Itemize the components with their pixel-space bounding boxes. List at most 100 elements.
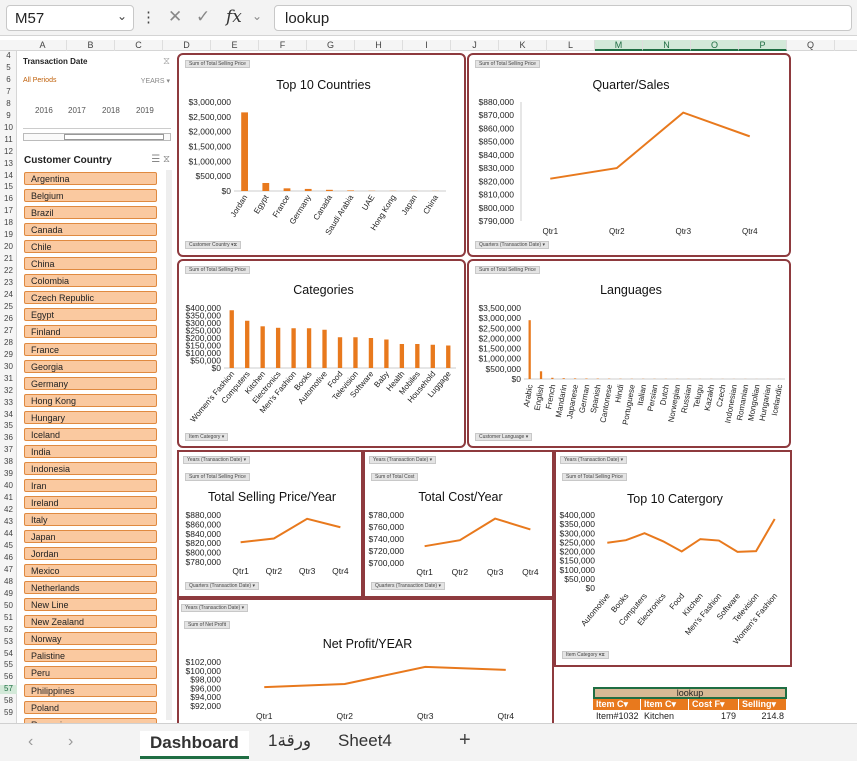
slicer-item[interactable]: Argentina — [24, 172, 157, 185]
lookup-column-header[interactable]: Cost F▾ — [689, 699, 739, 710]
row-header-6[interactable]: 6 — [6, 74, 11, 84]
row-header-52[interactable]: 52 — [4, 624, 13, 634]
row-header-8[interactable]: 8 — [6, 98, 11, 108]
value-field-button[interactable]: Sum of Total Cost — [371, 473, 419, 481]
column-header-n[interactable]: N — [643, 40, 691, 51]
axis-field-button[interactable]: Customer Country ▾⧖ — [185, 241, 241, 249]
insert-function-icon[interactable]: fx — [226, 7, 242, 27]
row-header-38[interactable]: 38 — [4, 457, 13, 467]
lookup-cell[interactable]: 179 — [720, 711, 736, 721]
row-header-43[interactable]: 43 — [4, 517, 13, 527]
row-header-30[interactable]: 30 — [4, 361, 13, 371]
row-header-33[interactable]: 33 — [4, 397, 13, 407]
timeline-year[interactable]: 2018 — [102, 106, 120, 115]
column-header-j[interactable]: J — [451, 40, 499, 51]
column-header-h[interactable]: H — [355, 40, 403, 51]
value-field-button[interactable]: Sum of Total Selling Price — [475, 60, 540, 68]
row-header-7[interactable]: 7 — [6, 86, 11, 96]
chart-languages[interactable]: Sum of Total Selling Price Languages $0 $… — [467, 259, 791, 448]
column-header-b[interactable]: B — [67, 40, 115, 51]
filter-field-button[interactable]: Years (Transaction Date) ▾ — [183, 456, 251, 464]
row-header-5[interactable]: 5 — [6, 62, 11, 72]
name-box[interactable]: M57 ⌄ — [6, 5, 134, 31]
row-header-58[interactable]: 58 — [4, 696, 13, 706]
column-header-q[interactable]: Q — [787, 40, 835, 51]
row-header-29[interactable]: 29 — [4, 349, 13, 359]
row-header-49[interactable]: 49 — [4, 588, 13, 598]
timeline-scrollbar[interactable] — [23, 133, 171, 141]
slicer-item[interactable]: Iran — [24, 478, 157, 492]
row-header-10[interactable]: 10 — [4, 122, 13, 132]
row-header-19[interactable]: 19 — [4, 230, 13, 240]
row-header-25[interactable]: 25 — [4, 301, 13, 311]
row-header-9[interactable]: 9 — [6, 110, 11, 120]
row-header-45[interactable]: 45 — [4, 540, 13, 550]
slicer-item[interactable]: China — [24, 257, 157, 271]
value-field-button[interactable]: Sum of Total Selling Price — [185, 60, 250, 68]
cancel-icon[interactable]: ✕ — [168, 7, 183, 26]
row-header-11[interactable]: 11 — [4, 134, 13, 144]
slicer-item[interactable]: Colombia — [24, 274, 157, 288]
chart-categories[interactable]: Sum of Total Selling Price Categories $0… — [177, 259, 466, 448]
row-header-4[interactable]: 4 — [6, 51, 11, 60]
slicer-item[interactable]: Netherlands — [24, 581, 157, 595]
slicer-item[interactable]: Iceland — [24, 427, 157, 441]
row-header-46[interactable]: 46 — [4, 552, 13, 562]
lookup-table[interactable]: lookup Item C▾ Item C▾ Cost F▾ Selling▾ … — [593, 687, 787, 723]
tab-sheet1[interactable]: ورقة1 — [268, 731, 312, 750]
column-header-e[interactable]: E — [211, 40, 259, 51]
column-header-a[interactable]: A — [19, 40, 67, 51]
row-header-20[interactable]: 20 — [4, 242, 13, 252]
slicer-item[interactable]: Egypt — [24, 308, 157, 322]
column-header-o[interactable]: O — [691, 40, 739, 51]
slicer-item[interactable]: New Zealand — [24, 615, 157, 629]
value-field-button[interactable]: Sum of Total Selling Price — [185, 266, 250, 274]
chart-top-countries[interactable]: Sum of Total Selling Price Top 10 Countr… — [177, 53, 466, 257]
row-header-28[interactable]: 28 — [4, 337, 13, 347]
row-header-31[interactable]: 31 — [4, 373, 13, 383]
row-header-53[interactable]: 53 — [4, 636, 13, 646]
chart-selling-price-year[interactable]: Years (Transaction Date) ▾ Sum of Total … — [177, 450, 363, 598]
axis-field-button[interactable]: Customer Language ▾ — [475, 433, 533, 441]
column-header-c[interactable]: C — [115, 40, 163, 51]
axis-field-button[interactable]: Item Category ▾ — [185, 433, 229, 441]
lookup-cell[interactable]: Kitchen — [644, 711, 675, 721]
clear-filter-icon[interactable]: ⧖ — [162, 56, 170, 67]
slicer-item[interactable]: Palistine — [24, 649, 157, 663]
row-header-54[interactable]: 54 — [4, 648, 13, 658]
row-header-16[interactable]: 16 — [4, 194, 13, 204]
row-header-13[interactable]: 13 — [4, 158, 13, 168]
row-header-12[interactable]: 12 — [4, 146, 13, 156]
row-header-26[interactable]: 26 — [4, 313, 13, 323]
more-options-icon[interactable]: ⋮ — [141, 9, 156, 26]
lookup-header[interactable]: lookup — [593, 687, 787, 699]
row-header-59[interactable]: 59 — [4, 708, 13, 718]
row-header-27[interactable]: 27 — [4, 325, 13, 335]
filter-field-button[interactable]: Years (Transaction Date) ▾ — [369, 456, 437, 464]
column-header-p[interactable]: P — [739, 40, 787, 51]
column-header-f[interactable]: F — [259, 40, 307, 51]
row-header-22[interactable]: 22 — [4, 266, 13, 276]
value-field-button[interactable]: Sum of Total Selling Price — [475, 266, 540, 274]
row-header-42[interactable]: 42 — [4, 505, 13, 515]
slicer-item[interactable]: Finland — [24, 325, 157, 339]
row-header-41[interactable]: 41 — [4, 493, 13, 503]
tab-dashboard[interactable]: Dashboard — [140, 731, 249, 759]
filter-field-button[interactable]: Years (Transaction Date) ▾ — [181, 604, 249, 612]
slicer-item[interactable]: Chile — [24, 240, 157, 254]
slicer-item[interactable]: Brazil — [24, 206, 157, 220]
column-header-l[interactable]: L — [547, 40, 595, 51]
row-header-34[interactable]: 34 — [4, 409, 13, 419]
slicer-item[interactable]: Czech Republic — [24, 291, 157, 305]
axis-field-button[interactable]: Quarters (Transaction Date) ▾ — [185, 582, 259, 590]
confirm-icon[interactable]: ✓ — [196, 7, 211, 26]
lookup-column-header[interactable]: Item C▾ — [593, 699, 641, 710]
timeline-year[interactable]: 2017 — [68, 106, 86, 115]
value-field-button[interactable]: Sum of Total Selling Price — [185, 473, 250, 481]
filter-field-button[interactable]: Years (Transaction Date) ▾ — [560, 456, 628, 464]
timeline-slicer[interactable]: Transaction Date ⧖ All Periods YEARS ▾ 2… — [19, 53, 174, 145]
chevron-down-icon[interactable]: ⌄ — [116, 9, 127, 23]
slicer-item[interactable]: Italy — [24, 513, 157, 526]
row-header-55[interactable]: 55 — [4, 660, 13, 670]
slicer-item[interactable]: Ireland — [24, 495, 157, 509]
